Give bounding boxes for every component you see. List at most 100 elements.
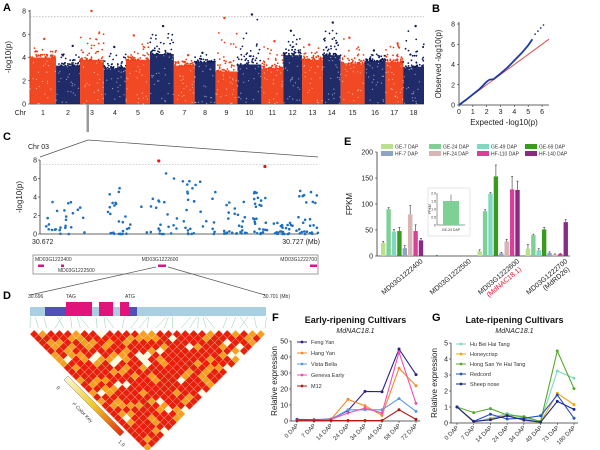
snp-point-light bbox=[164, 100, 166, 102]
snp-point bbox=[218, 67, 221, 70]
peak-snp bbox=[113, 45, 116, 49]
snp-point bbox=[192, 232, 196, 235]
snp-point-light bbox=[299, 99, 301, 101]
snp-point bbox=[252, 191, 256, 195]
chromosome-11 bbox=[261, 40, 285, 104]
observed-point bbox=[542, 24, 545, 26]
series-line bbox=[456, 394, 575, 423]
snp-point-light bbox=[123, 94, 125, 96]
snp-point-light bbox=[282, 81, 284, 83]
snp-point bbox=[358, 49, 361, 51]
snp-point bbox=[50, 54, 52, 57]
snp-point-light bbox=[217, 89, 219, 91]
snp-connector bbox=[231, 316, 237, 329]
snp-point bbox=[181, 180, 185, 183]
snp-point bbox=[276, 221, 279, 225]
snp-point bbox=[101, 56, 104, 58]
snp-point-light bbox=[275, 74, 277, 77]
zoom-connector-left bbox=[39, 139, 89, 158]
snp-point-light bbox=[72, 92, 74, 94]
snp-point-light bbox=[114, 98, 116, 100]
snp-point bbox=[158, 232, 161, 235]
chromosome-label: 4 bbox=[113, 110, 117, 117]
snp-point bbox=[117, 66, 119, 68]
legend-swatch bbox=[429, 151, 441, 156]
category-label: MD03G1222400 bbox=[381, 258, 425, 296]
snp-point bbox=[373, 59, 376, 62]
snp-point bbox=[333, 37, 336, 39]
snp-point bbox=[53, 228, 57, 231]
y-tick-label: 6 bbox=[33, 176, 37, 183]
snp-point-light bbox=[268, 99, 270, 101]
chromosome-10 bbox=[236, 13, 262, 104]
snp-point-light bbox=[418, 81, 421, 83]
snp-point-light bbox=[334, 57, 336, 59]
snp-point bbox=[102, 42, 105, 45]
data-point bbox=[363, 406, 367, 410]
observed-line bbox=[458, 38, 534, 106]
snp-point bbox=[186, 62, 189, 65]
snp-point bbox=[45, 53, 48, 56]
snp-point-light bbox=[362, 82, 364, 84]
snp-point bbox=[327, 48, 330, 51]
snp-point bbox=[220, 39, 223, 41]
snp-point-light bbox=[402, 98, 404, 101]
snp-point-light bbox=[93, 71, 95, 74]
snp-point-light bbox=[408, 69, 410, 71]
snp-point bbox=[237, 224, 241, 227]
snp-point-light bbox=[247, 80, 250, 82]
chromosome-bulk bbox=[385, 62, 404, 104]
snp-point-light bbox=[389, 66, 391, 68]
y-tick-label: 0 bbox=[22, 102, 26, 109]
snp-point-light bbox=[281, 84, 283, 86]
snp-point-light bbox=[189, 89, 191, 91]
chromosome-15 bbox=[340, 36, 366, 104]
snp-point-light bbox=[339, 96, 341, 98]
snp-point bbox=[110, 65, 113, 68]
snp-point-light bbox=[102, 81, 104, 84]
snp-point-light bbox=[411, 68, 413, 70]
snp-point-light bbox=[310, 66, 312, 69]
snp-point bbox=[200, 61, 203, 63]
snp-point-light bbox=[183, 94, 185, 96]
snp-point bbox=[64, 64, 67, 67]
snp-point bbox=[383, 54, 386, 57]
snp-point bbox=[51, 54, 54, 57]
snp-point bbox=[301, 221, 305, 224]
legend-label: GE-49 DAP bbox=[491, 145, 518, 151]
bar bbox=[541, 229, 547, 256]
snp-point-light bbox=[331, 94, 334, 96]
snp-point bbox=[121, 61, 123, 63]
y-tick-label: 1 bbox=[444, 405, 448, 412]
chromosome-7 bbox=[173, 54, 195, 104]
chromosome-8 bbox=[193, 51, 216, 104]
snp-point-light bbox=[127, 78, 129, 80]
snp-point bbox=[192, 63, 195, 66]
snp-point bbox=[303, 232, 307, 236]
y-tick-label: 50 bbox=[280, 339, 288, 346]
snp-point-light bbox=[137, 66, 139, 68]
gene-subtitle: MdNAC18.1 bbox=[495, 328, 533, 335]
snp-point bbox=[341, 58, 344, 61]
snp-point bbox=[290, 52, 293, 55]
snp-point bbox=[250, 55, 252, 57]
snp-point bbox=[316, 231, 320, 235]
snp-point bbox=[110, 63, 113, 66]
snp-point bbox=[71, 62, 73, 64]
snp-point-light bbox=[317, 65, 319, 67]
snp-point bbox=[180, 64, 183, 67]
snp-point-light bbox=[107, 68, 109, 70]
snp-point bbox=[194, 183, 197, 187]
snp-point-light bbox=[303, 64, 305, 67]
snp-point bbox=[147, 53, 150, 56]
snp-connector bbox=[164, 316, 169, 329]
snp-point bbox=[50, 228, 54, 232]
snp-point bbox=[155, 52, 158, 55]
snp-point-light bbox=[292, 98, 294, 100]
snp-point bbox=[68, 63, 71, 66]
snp-point-light bbox=[58, 72, 60, 74]
snp-point bbox=[259, 59, 262, 62]
snp-point-light bbox=[135, 70, 137, 72]
snp-point-light bbox=[316, 101, 319, 103]
snp-point bbox=[154, 206, 158, 209]
